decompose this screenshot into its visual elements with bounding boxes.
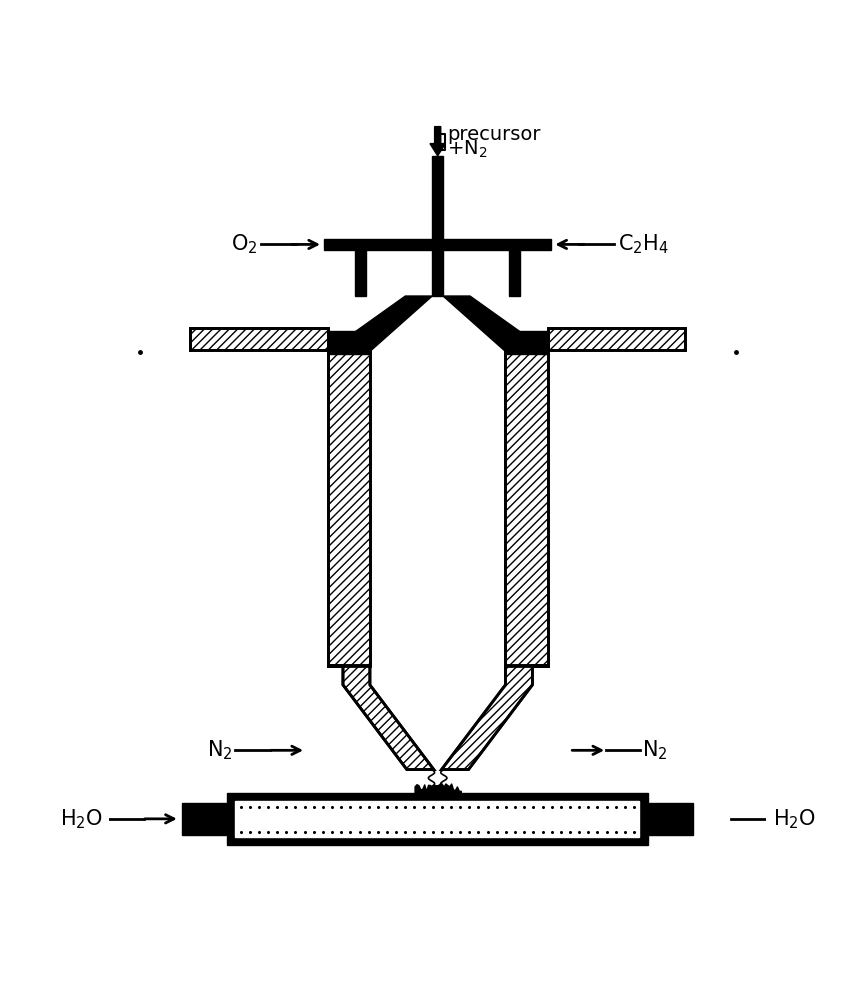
Bar <box>647 803 692 835</box>
Bar <box>226 793 647 845</box>
Text: +N$_2$: +N$_2$ <box>446 139 487 161</box>
Bar <box>547 328 684 350</box>
FancyArrow shape <box>429 127 445 156</box>
Polygon shape <box>328 666 433 770</box>
Bar <box>324 239 550 250</box>
Text: H$_2$O: H$_2$O <box>773 807 815 830</box>
Text: O$_2$: O$_2$ <box>230 233 258 257</box>
Bar <box>328 331 369 354</box>
Bar <box>235 801 639 836</box>
Text: precursor: precursor <box>446 125 540 144</box>
Bar <box>328 350 369 666</box>
Bar <box>182 803 226 835</box>
Bar <box>505 350 547 666</box>
Text: N$_2$: N$_2$ <box>207 738 233 762</box>
Polygon shape <box>443 296 547 352</box>
Text: C$_2$H$_4$: C$_2$H$_4$ <box>617 233 668 257</box>
Bar <box>505 331 547 354</box>
Bar <box>328 350 369 666</box>
Text: N$_2$: N$_2$ <box>641 738 667 762</box>
Polygon shape <box>328 296 432 352</box>
Bar <box>189 328 328 350</box>
Bar <box>355 250 366 296</box>
Bar <box>508 250 519 296</box>
Text: H$_2$O: H$_2$O <box>60 807 102 830</box>
Polygon shape <box>441 666 547 770</box>
Bar <box>432 156 443 296</box>
Bar <box>505 350 547 666</box>
Bar <box>547 328 684 350</box>
Bar <box>189 328 328 350</box>
